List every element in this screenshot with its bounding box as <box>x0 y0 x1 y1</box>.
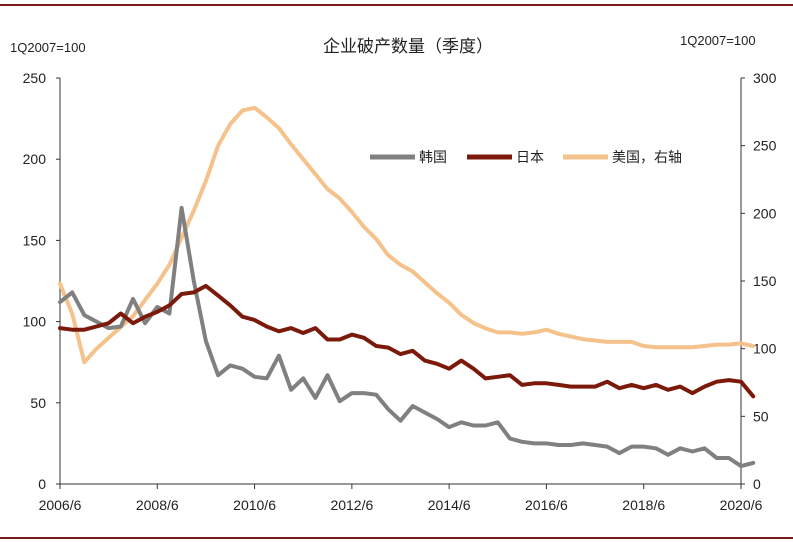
legend-label: 韩国 <box>419 150 447 166</box>
legend-label: 美国，右轴 <box>612 150 682 166</box>
x-tick-label: 2012/6 <box>330 497 373 513</box>
y-left-tick-label: 150 <box>23 232 47 248</box>
x-tick-label: 2016/6 <box>525 497 568 513</box>
y-right-tick-label: 300 <box>753 70 777 86</box>
x-tick-label: 2014/6 <box>428 497 471 513</box>
x-tick-label: 2008/6 <box>136 497 179 513</box>
y-left-tick-label: 100 <box>23 314 47 330</box>
bottom-rule <box>0 537 793 539</box>
axes: 0 50 100 150 200 250 0 50 100 150 200 250 300 2006/6 2… <box>23 70 777 513</box>
legend-label: 日本 <box>516 150 544 166</box>
y-right-tick-label: 150 <box>753 273 777 289</box>
y-left-tick-label: 0 <box>38 476 46 492</box>
plot-lines <box>58 105 756 469</box>
x-tick-label: 2018/6 <box>622 497 665 513</box>
y-left-tick-label: 50 <box>30 395 46 411</box>
series-line-0 <box>58 205 756 469</box>
y-left-tick-label: 200 <box>23 151 47 167</box>
x-tick-label: 2006/6 <box>39 497 82 513</box>
series-line-2 <box>58 105 756 365</box>
y-right-tick-label: 100 <box>753 341 777 357</box>
y-right-tick-label: 50 <box>753 408 769 424</box>
y-right-tick-label: 250 <box>753 138 777 154</box>
y-left-tick-label: 250 <box>23 70 47 86</box>
y-right-tick-label: 0 <box>753 476 761 492</box>
chart-title: 企业破产数量（季度） <box>323 37 493 57</box>
y-right-tick-label: 200 <box>753 205 777 221</box>
left-axis-note: 1Q2007=100 <box>10 40 86 55</box>
x-tick-label: 2010/6 <box>233 497 276 513</box>
x-tick-label: 2020/6 <box>720 497 763 513</box>
right-axis-note: 1Q2007=100 <box>680 33 756 48</box>
series-line-1 <box>58 283 756 399</box>
legend: 韩国 日本 美国，右轴 <box>370 150 682 166</box>
top-rule <box>0 4 793 6</box>
